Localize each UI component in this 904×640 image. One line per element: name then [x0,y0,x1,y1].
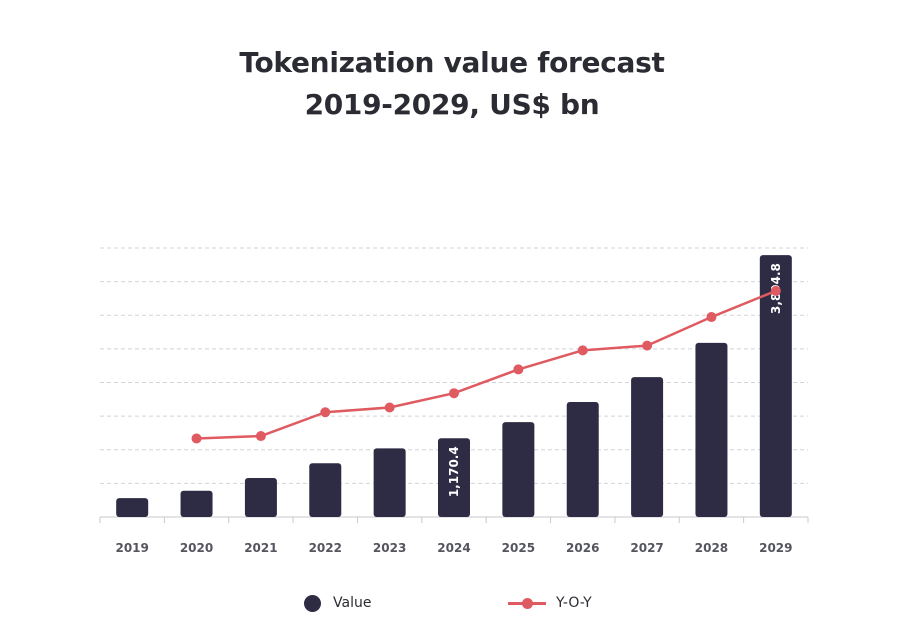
legend-label-value: Value [333,595,372,611]
x-tick-label-2025: 2025 [502,541,535,555]
yoy-point-2022 [320,407,331,418]
legend-item-value: Value [304,591,371,615]
chart-title: Tokenization value forecast [239,46,665,79]
yoy-point-2024 [449,388,459,399]
yoy-point-2025 [513,364,524,375]
yoy-point-2023 [384,402,395,413]
yoy-point-2020 [191,433,202,444]
x-tick-label-2026: 2026 [566,541,599,555]
yoy-point-2026 [577,345,588,356]
x-tick-label-2024: 2024 [437,541,470,555]
gridlines [99,247,809,523]
yoy-point-2027 [642,340,653,351]
x-tick-label-2019: 2019 [115,541,148,555]
yoy-point-2028 [706,312,717,323]
bars: 1,170.43,894.8 [116,255,792,517]
bar-2029 [759,255,792,517]
x-tick-label-2029: 2029 [759,541,792,555]
x-tick-label-2022: 2022 [309,541,342,555]
x-axis-ticks: 2019 2020 2021 2022 2023 2024 2025 2026 2027 2028… [115,541,792,555]
yoy-line [191,285,781,444]
bar-2027 [631,377,664,517]
legend-item-yoy: Y-O-Y [508,591,592,615]
x-tick-label-2028: 2028 [695,541,728,555]
x-tick-label-2021: 2021 [244,541,277,555]
bar-data-label-2024: 1,170.4 [447,446,461,497]
x-tick-label-2023: 2023 [373,541,406,555]
yoy-point-2029 [770,285,781,296]
x-tick-label-2020: 2020 [180,541,213,555]
bar-2019 [116,498,149,517]
bar-2021 [244,477,277,517]
legend-line-swatch [508,597,546,609]
chart-subtitle: 2019-2029, US$ bn [304,88,600,121]
bar-2026 [566,402,599,517]
bar-2028 [695,342,728,517]
legend-label-yoy: Y-O-Y [556,595,592,611]
yoy-series-line [196,289,777,440]
bar-2023 [373,448,406,517]
x-tick-label-2027: 2027 [630,541,663,555]
bar-2022 [309,463,342,517]
bar-2024 [438,438,470,517]
bar-2025 [502,422,535,517]
yoy-point-2021 [255,431,266,442]
legend-bar-swatch [304,594,321,612]
bar-2020 [180,490,213,517]
